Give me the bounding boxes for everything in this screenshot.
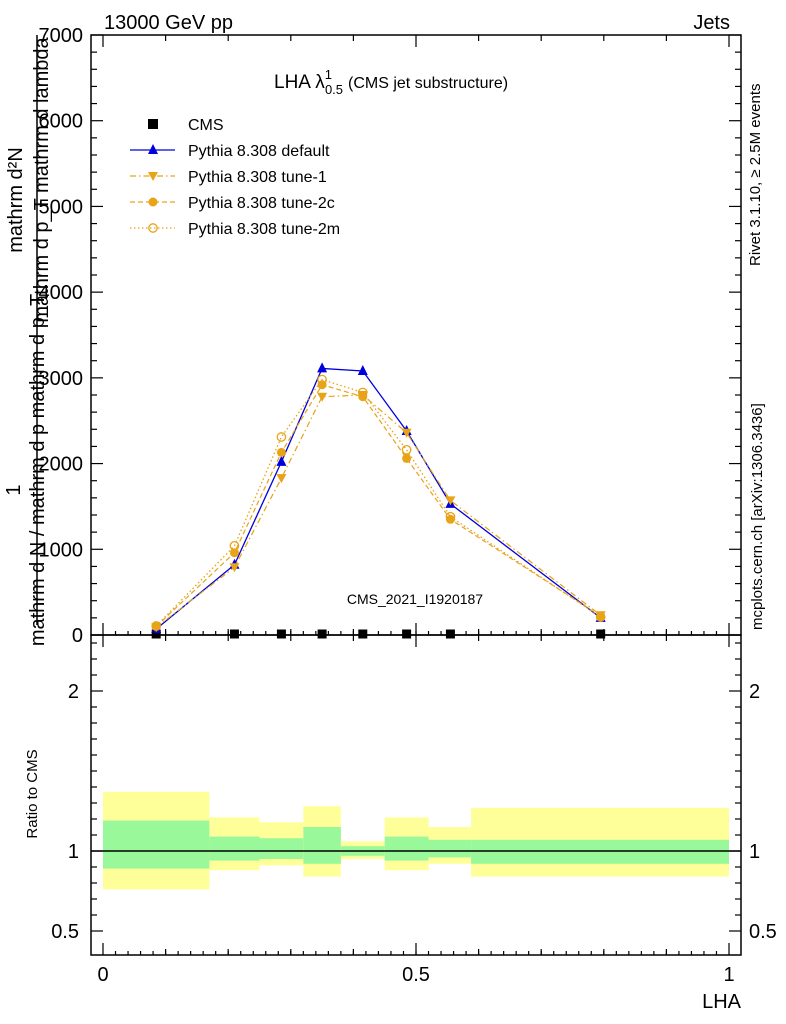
ratio-inner-band-5 — [384, 836, 429, 861]
chart-title-note: (CMS jet substructure) — [348, 75, 508, 92]
series-3-point-1 — [229, 548, 239, 558]
series-0-point-0 — [151, 629, 161, 639]
series-3-point-2 — [276, 447, 286, 457]
series-0-point-2 — [276, 629, 286, 639]
legend-label-1: Pythia 8.308 default — [188, 143, 330, 160]
legend-marker-2 — [148, 172, 158, 181]
series-4-point-1 — [229, 541, 240, 551]
series-4-point-0 — [151, 621, 162, 631]
axis-ticks — [91, 34, 741, 955]
series-3-point-0 — [151, 621, 161, 631]
series-3-point-6 — [445, 514, 455, 524]
series-2-point-6 — [445, 496, 456, 506]
ratio-bands — [103, 791, 729, 890]
header-right-label: Jets — [693, 12, 730, 34]
header-left-label: 13000 GeV pp — [104, 12, 233, 34]
ratio-y-tick-label-1: 1 — [68, 841, 79, 863]
ratio-inner-band-0 — [103, 820, 210, 869]
series-2-point-2 — [276, 474, 287, 484]
ratio-y-axis-label: Ratio to CMS — [24, 749, 41, 838]
series-4-point-2 — [276, 432, 287, 442]
legend-label-0: CMS — [188, 117, 224, 134]
series-2-point-1 — [229, 563, 240, 573]
main-y-tick-label-0: 0 — [72, 625, 83, 647]
series-1-point-2 — [276, 455, 287, 466]
series-line-2 — [155, 394, 602, 628]
x-axis-label: LHA — [702, 991, 742, 1013]
y-axis-label-numerator: mathrm d²N — [5, 147, 27, 253]
legend-marker-4 — [148, 223, 158, 233]
series-2-point-3 — [317, 392, 328, 402]
legend-marker-3 — [148, 197, 158, 207]
series-2-point-5 — [401, 428, 412, 438]
series-4-point-7 — [595, 612, 606, 622]
ratio-y-tick-label-right-1: 1 — [749, 841, 760, 863]
legend: CMS Pythia 8.308 default Pythia 8.308 tune… — [130, 117, 340, 238]
main-y-tick-label-7: 7000 — [39, 25, 84, 47]
ratio-y-tick-label-0: 0.5 — [51, 921, 79, 943]
x-tick-label-1: 0.5 — [402, 964, 430, 986]
y-axis-label-top: 1 — [3, 484, 25, 495]
y-axis-label-denominator: mathrm d p_T mathrm d lambda — [31, 36, 53, 322]
series-0-point-4 — [358, 629, 368, 639]
series-3-point-5 — [402, 453, 412, 463]
watermark-label: CMS_2021_I1920187 — [347, 591, 483, 607]
x-tick-label-2: 1 — [723, 964, 734, 986]
chart-title-sub: 0.5 — [325, 82, 343, 97]
series-line-4 — [155, 378, 602, 627]
ratio-inner-band-1 — [209, 836, 260, 861]
chart-title: LHA λ1 0.5 (CMS jet substructure) — [274, 67, 508, 97]
legend-label-2: Pythia 8.308 tune-1 — [188, 169, 327, 186]
main-y-tick-label-6: 6000 — [39, 111, 84, 133]
mcplots-label: mcplots.cern.ch [arXiv:1306.3436] — [749, 403, 766, 630]
y-axis-label-bottom: mathrm d N / mathrm d p mathrm d p_T — [27, 294, 49, 646]
main-y-tick-label-4: 4000 — [39, 282, 84, 304]
ratio-y-tick-label-right-2: 2 — [749, 681, 760, 703]
legend-label-3: Pythia 8.308 tune-2c — [188, 195, 335, 212]
rivet-version-label: Rivet 3.1.10, ≥ 2.5M events — [747, 84, 764, 267]
series-1-point-4 — [357, 365, 368, 375]
series-1-point-3 — [317, 362, 328, 373]
legend-marker-0 — [148, 119, 158, 129]
ratio-y-tick-label-right-0: 0.5 — [749, 921, 777, 943]
main-y-tick-label-3: 3000 — [39, 368, 84, 390]
series-group — [151, 362, 606, 639]
chart-title-sup: 1 — [325, 67, 332, 82]
ratio-y-tick-label-2: 2 — [68, 681, 79, 703]
ratio-inner-band-3 — [303, 827, 341, 864]
series-4-point-4 — [357, 387, 368, 398]
main-y-tick-label-2: 2000 — [39, 454, 84, 476]
legend-label-4: Pythia 8.308 tune-2m — [188, 221, 340, 238]
series-0-point-7 — [596, 629, 606, 639]
x-tick-label-0: 0 — [97, 964, 108, 986]
main-y-tick-label-1: 1000 — [39, 539, 84, 561]
series-4-point-5 — [401, 445, 412, 455]
series-4-point-3 — [317, 374, 327, 385]
legend-marker-1 — [148, 144, 158, 154]
ratio-inner-band-2 — [259, 838, 304, 859]
chart-title-main: LHA λ — [274, 72, 325, 93]
series-line-1 — [155, 367, 602, 630]
main-y-tick-label-5: 5000 — [39, 196, 84, 218]
series-0-point-5 — [402, 629, 412, 639]
ratio-inner-band-6 — [428, 839, 472, 858]
series-4-point-6 — [445, 511, 456, 522]
series-0-point-6 — [445, 629, 455, 639]
series-0-point-3 — [317, 629, 327, 639]
ratio-inner-band-7 — [471, 839, 729, 864]
series-0-point-1 — [229, 629, 239, 639]
